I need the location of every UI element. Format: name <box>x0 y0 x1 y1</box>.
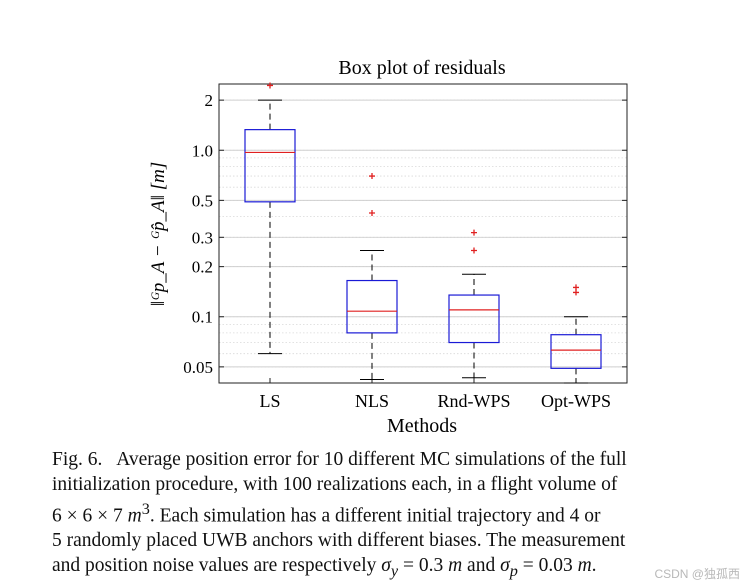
watermark: CSDN @独孤西 <box>654 567 740 581</box>
grid-lines <box>219 99 627 384</box>
x-tick-label: Opt-WPS <box>541 391 611 411</box>
caption-text-1: Average position error for 10 different … <box>116 449 627 470</box>
iqr-box <box>346 279 398 334</box>
caption-volume: 6 × 6 × 7 <box>52 505 128 527</box>
box-nls <box>346 173 398 380</box>
y-tick-label: 0.2 <box>192 258 213 277</box>
caption-text-5: and position noise values are respective… <box>52 554 382 576</box>
outlier-marker <box>369 209 375 216</box>
caption-text-3: . Each simulation has a different initia… <box>149 505 601 527</box>
iqr-box <box>550 334 602 369</box>
y-axis-label: ‖ᴳp_A − ᴳp̂_A‖ [m] <box>148 162 169 306</box>
caption-volume-exp: 3 <box>141 500 150 518</box>
y-tick-label: 2 <box>205 91 214 110</box>
plot-frame <box>218 83 628 384</box>
caption-end: . <box>591 554 597 576</box>
x-axis-ticks: LS NLS Rnd-WPS Opt-WPS <box>259 378 611 411</box>
sigma-y-value: = 0.3 <box>398 554 449 576</box>
y-tick-label: 1.0 <box>192 141 213 160</box>
figure-caption: Fig. 6. Average position error for 10 di… <box>52 448 736 583</box>
caption-label: Fig. 6. <box>52 449 103 470</box>
caption-line-3: 6 × 6 × 7 m3. Each simulation has a diff… <box>52 497 736 529</box>
box-ls <box>244 82 296 355</box>
y-axis-ticks: 0.05 0.1 0.2 0.3 0.5 1.0 2 <box>183 91 627 377</box>
y-tick-label: 0.05 <box>183 358 213 377</box>
box-series <box>244 82 602 384</box>
iqr-box <box>244 129 296 203</box>
x-axis-label: Methods <box>387 415 457 437</box>
caption-line-1: Fig. 6. Average position error for 10 di… <box>52 448 736 473</box>
outlier-marker <box>369 173 375 180</box>
sigma-y: σ <box>381 554 391 576</box>
x-tick-label: NLS <box>355 391 389 411</box>
outlier-marker <box>573 284 579 291</box>
y-axis-label-text: ‖ᴳp_A − ᴳp̂_A‖ [m] <box>148 162 169 306</box>
box-opt-wps <box>550 284 602 384</box>
caption-volume-unit: m <box>127 505 142 527</box>
iqr-box <box>448 294 500 344</box>
box-plot-figure: Box plot of residuals 0.05 0.1 0.2 0.3 0.5 1.… <box>148 57 628 437</box>
unit-m-2: m <box>577 554 592 576</box>
x-tick-label: Rnd-WPS <box>437 391 510 411</box>
sigma-p-sub: p <box>509 561 518 580</box>
outlier-marker <box>267 82 273 89</box>
caption-line-2: initialization procedure, with 100 reali… <box>52 473 618 495</box>
y-tick-label: 0.3 <box>192 228 213 247</box>
caption-and: and <box>462 554 501 576</box>
x-tick-label: LS <box>259 391 280 411</box>
y-tick-label: 0.1 <box>192 308 213 327</box>
sigma-p: σ <box>500 554 510 576</box>
y-tick-label: 0.5 <box>192 191 213 210</box>
chart-title: Box plot of residuals <box>338 57 505 79</box>
outlier-marker <box>471 247 477 254</box>
outlier-marker <box>471 229 477 236</box>
sigma-y-sub: y <box>390 561 399 580</box>
sigma-p-value: = 0.03 <box>517 554 578 576</box>
caption-line-5: and position noise values are respective… <box>52 554 736 583</box>
unit-m-1: m <box>448 554 463 576</box>
caption-line-4: 5 randomly placed UWB anchors with diffe… <box>52 530 626 551</box>
box-rnd-wps <box>448 229 500 379</box>
